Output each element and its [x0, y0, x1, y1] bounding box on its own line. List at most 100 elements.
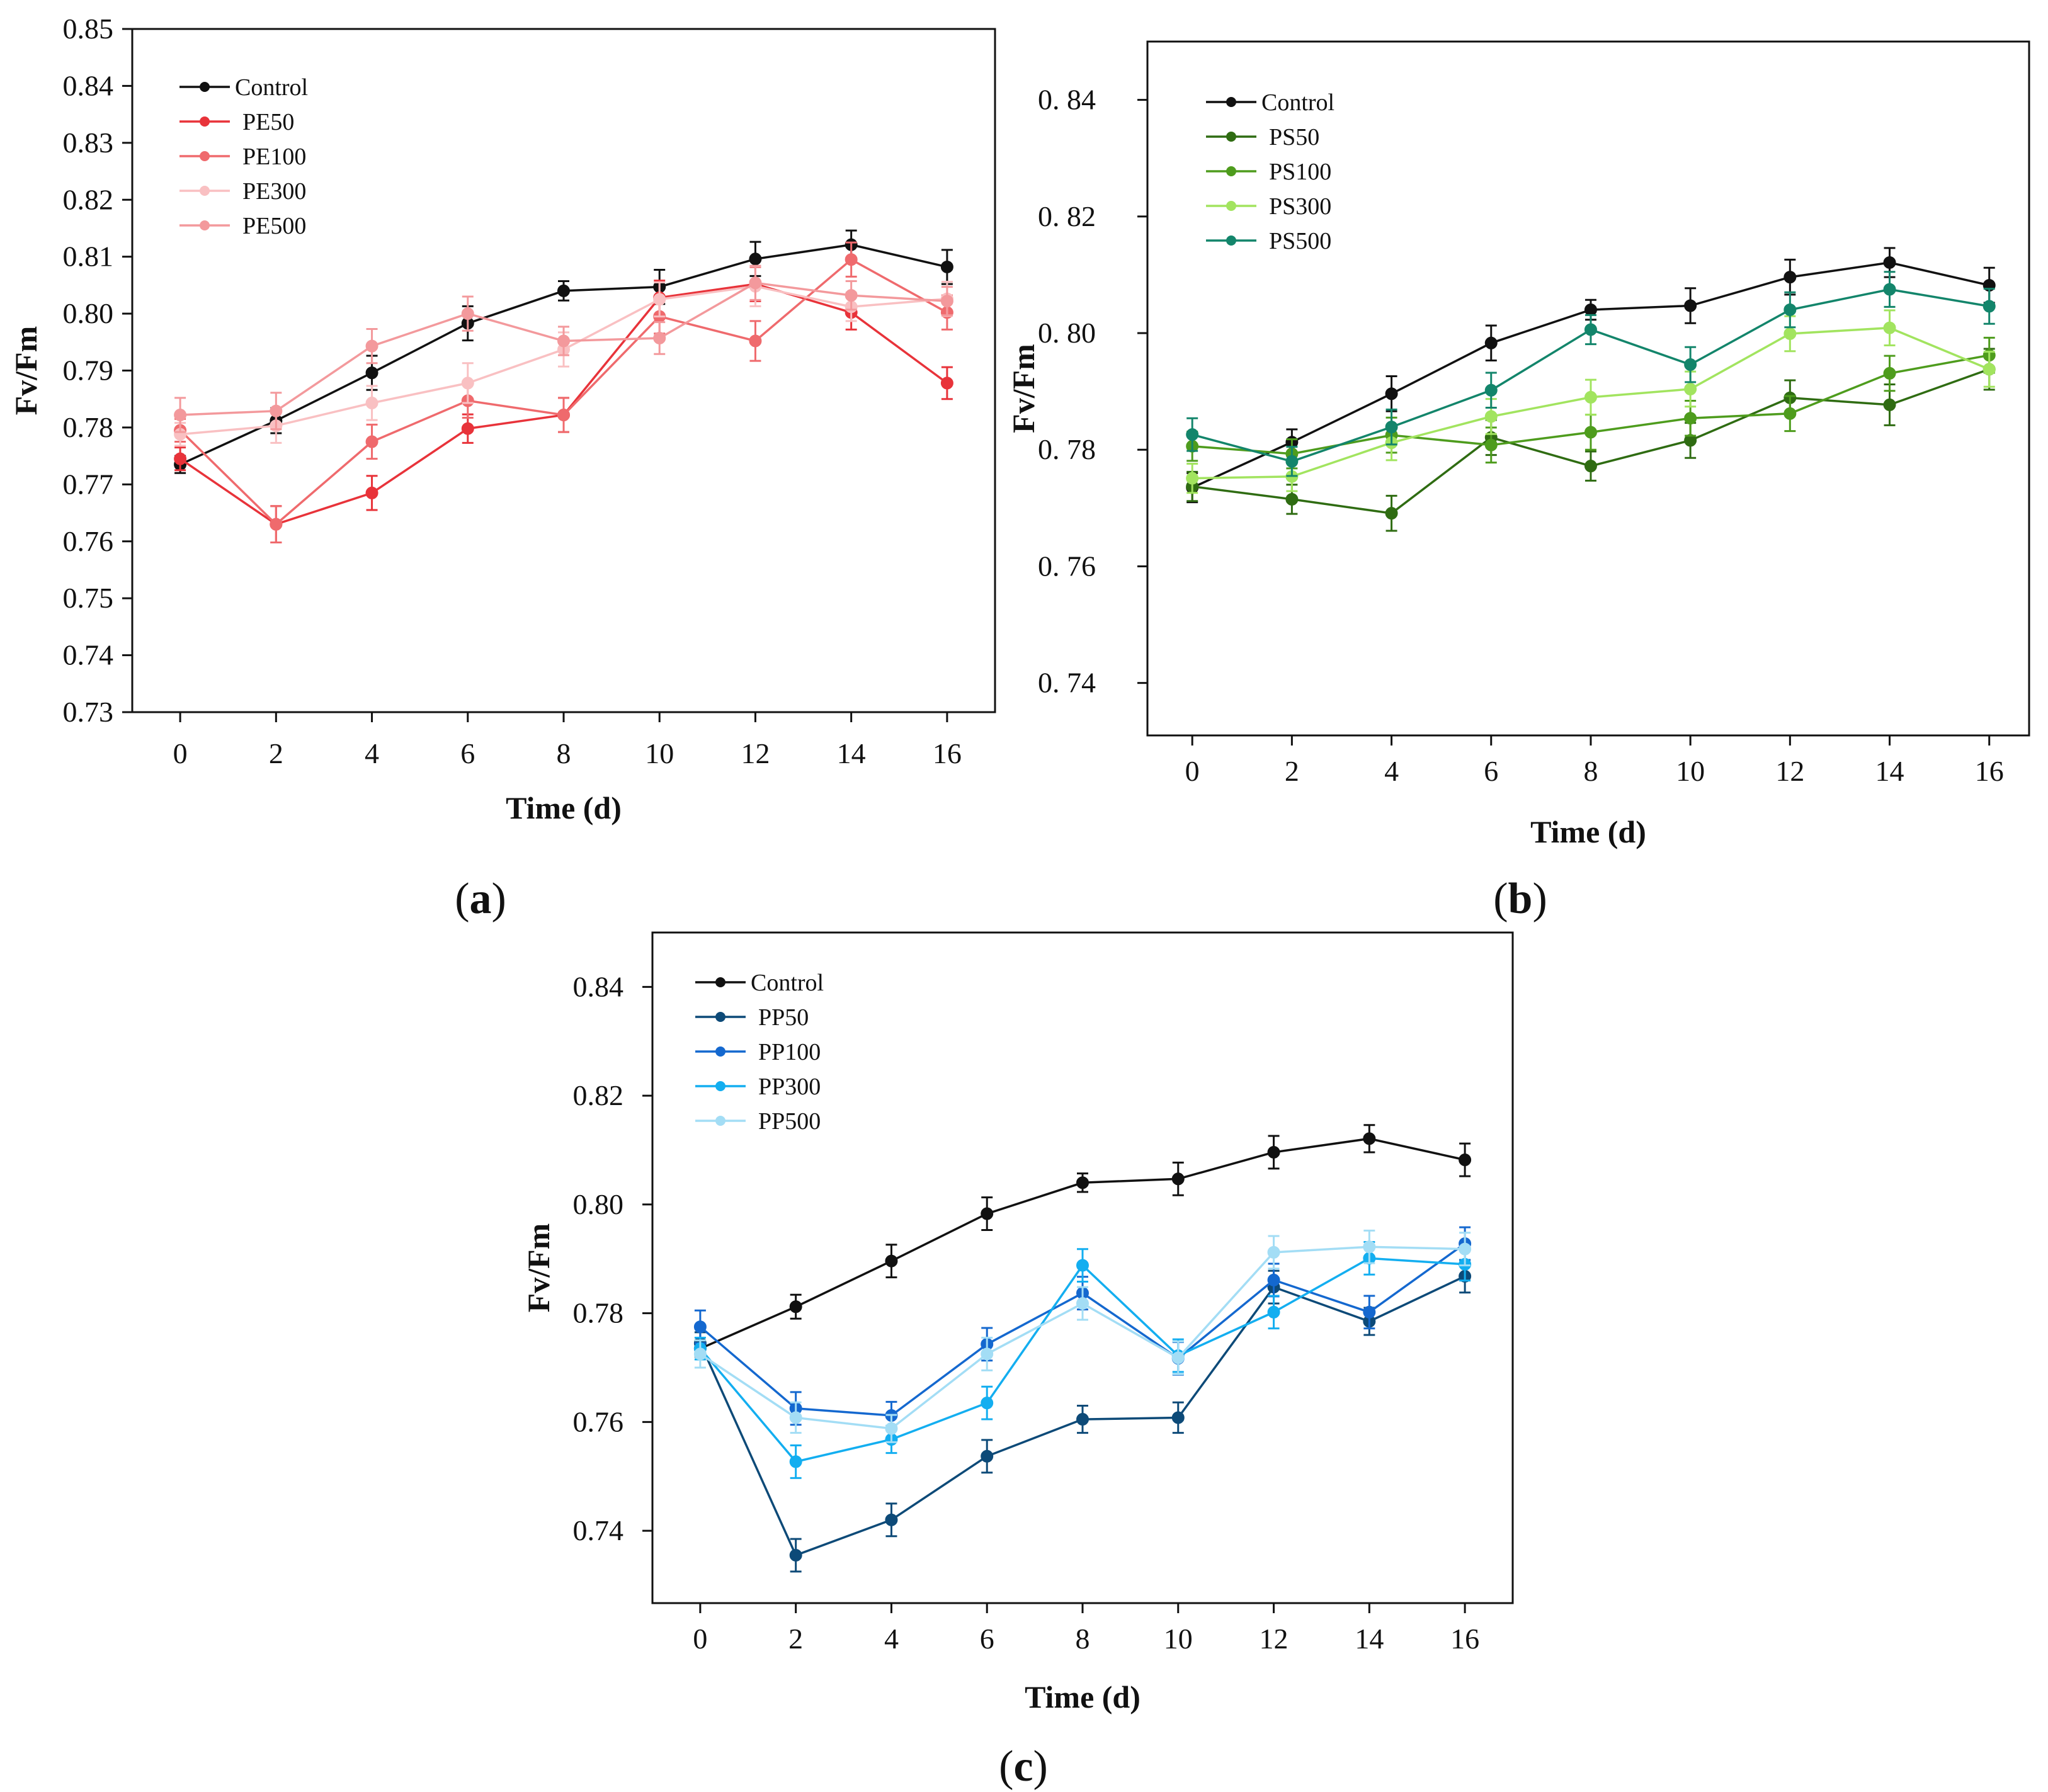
panel-label-open: (	[1493, 875, 1508, 923]
x-axis-title: Time (d)	[506, 790, 622, 825]
legend-item-ps500: PS500	[1206, 228, 1331, 254]
data-point	[1186, 472, 1199, 485]
x-tick-label: 12	[1260, 1623, 1289, 1655]
data-point	[981, 1449, 994, 1463]
data-point	[1076, 1297, 1089, 1310]
data-point	[940, 377, 953, 390]
legend-label: PS500	[1269, 228, 1331, 254]
x-tick-label: 4	[1384, 755, 1399, 787]
x-tick-label: 6	[1484, 755, 1498, 787]
x-tick-label: 14	[837, 737, 866, 769]
data-point	[174, 452, 187, 465]
y-tick-label: 0.85	[63, 13, 114, 45]
data-point	[461, 422, 474, 435]
panel-label-letter: b	[1508, 875, 1533, 923]
data-point	[1459, 1242, 1472, 1256]
data-point	[1385, 421, 1398, 434]
legend-label: PP100	[758, 1039, 821, 1065]
data-point	[885, 1513, 898, 1526]
data-point	[1363, 1305, 1376, 1318]
data-point	[1783, 303, 1797, 316]
data-point	[1484, 410, 1498, 423]
x-tick-label: 12	[741, 737, 770, 769]
x-tick-label: 0	[1185, 755, 1200, 787]
y-tick-label: 0.82	[573, 1079, 624, 1111]
data-point	[1684, 358, 1697, 371]
y-tick-label: 0. 82	[1038, 200, 1096, 232]
x-tick-label: 16	[1450, 1623, 1479, 1655]
data-point	[1684, 299, 1697, 312]
panel-label: (c)	[999, 1742, 1048, 1791]
data-point	[981, 1397, 994, 1410]
legend-marker	[1226, 97, 1236, 107]
y-tick-label: 0.73	[63, 696, 114, 728]
data-point	[845, 289, 858, 302]
data-point	[789, 1411, 802, 1424]
data-point	[1267, 1305, 1280, 1318]
data-point	[1267, 1145, 1280, 1159]
data-point	[1584, 390, 1597, 404]
data-point	[1267, 1273, 1280, 1286]
panel-label-open: (	[455, 875, 469, 923]
y-tick-label: 0. 76	[1038, 550, 1096, 582]
data-point	[940, 260, 953, 273]
x-tick-label: 14	[1355, 1623, 1384, 1655]
data-point	[1484, 336, 1498, 349]
y-axis-title: Fv/Fm	[1006, 344, 1041, 433]
legend-label: Control	[751, 970, 824, 996]
legend-item-pp50: PP50	[695, 1004, 809, 1031]
legend-marker	[1226, 235, 1236, 246]
x-tick-label: 0	[173, 737, 188, 769]
series-pp300	[693, 1240, 1472, 1479]
chart-panel-b: 0 2 4 6 8 10 12 14 16 0. 74 0. 76 0. 78 0. 80 0. 82 0.…	[1006, 40, 2030, 923]
legend-marker	[715, 1046, 725, 1057]
x-tick-label: 12	[1775, 755, 1804, 787]
data-point	[1285, 455, 1299, 468]
y-tick-label: 0. 78	[1038, 433, 1096, 465]
data-point	[789, 1455, 802, 1468]
data-point	[270, 404, 283, 417]
legend-label: PS50	[1269, 124, 1319, 150]
data-point	[1484, 438, 1498, 451]
y-tick-label: 0.77	[63, 468, 114, 500]
legend-marker	[1226, 201, 1236, 211]
legend-item-pp300: PP300	[695, 1074, 821, 1100]
data-point	[940, 295, 953, 308]
data-point	[749, 334, 762, 348]
data-point	[1459, 1154, 1472, 1167]
legend-item-ps50: PS50	[1206, 124, 1319, 150]
y-axis-title: Fv/Fm	[521, 1223, 556, 1313]
panel-label-close: )	[492, 875, 506, 923]
data-point	[365, 435, 378, 448]
legend-label: PS300	[1269, 193, 1331, 220]
x-tick-label: 4	[365, 737, 379, 769]
data-point	[885, 1422, 898, 1435]
series-ps500	[1186, 271, 1996, 477]
x-tick-label: 10	[645, 737, 674, 769]
x-tick-label: 2	[1285, 755, 1299, 787]
series-control	[1186, 247, 1996, 504]
y-tick-label: 0.79	[63, 354, 114, 387]
legend-item-ps300: PS300	[1206, 193, 1331, 220]
x-tick-label: 0	[693, 1623, 707, 1655]
legend-item-control: Control	[1206, 89, 1334, 116]
legend-marker	[200, 116, 210, 127]
data-point	[1883, 256, 1896, 269]
data-point	[557, 409, 570, 422]
x-tick-label: 14	[1875, 755, 1904, 787]
legend-marker	[200, 220, 210, 230]
legend-label: PE100	[242, 144, 306, 170]
legend-marker	[715, 1116, 725, 1126]
legend-label: PE300	[242, 178, 306, 205]
x-tick-label: 2	[788, 1623, 803, 1655]
legend-item-control: Control	[179, 74, 308, 101]
data-point	[270, 518, 283, 531]
y-tick-label: 0.78	[63, 411, 114, 443]
x-tick-label: 16	[933, 737, 962, 769]
legend-marker	[200, 151, 210, 161]
x-tick-label: 6	[460, 737, 475, 769]
data-point	[1983, 300, 1996, 313]
y-tick-label: 0.83	[63, 127, 114, 159]
legend-item-pe50: PE50	[179, 109, 294, 135]
